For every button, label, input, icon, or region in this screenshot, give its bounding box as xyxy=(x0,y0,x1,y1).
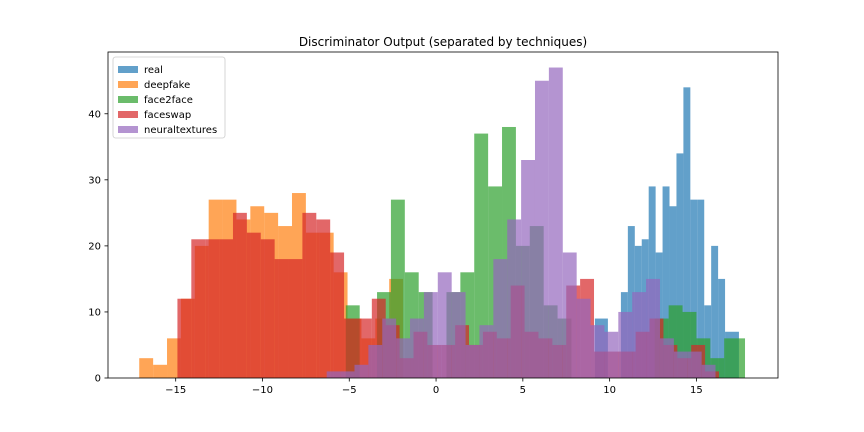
bar-real-14 xyxy=(711,245,719,378)
bar-real-15 xyxy=(718,278,726,378)
bar-neuraltextures-23 xyxy=(646,278,660,378)
bar-face2face-19 xyxy=(724,338,739,378)
bar-neuraltextures-17 xyxy=(562,252,577,378)
legend-swatch-neuraltextures xyxy=(118,126,138,133)
bar-faceswap-6 xyxy=(260,239,275,378)
bar-neuraltextures-12 xyxy=(493,259,508,378)
bar-neuraltextures-5 xyxy=(396,338,411,378)
y-tick-label: 10 xyxy=(88,307,101,318)
bar-faceswap-2 xyxy=(205,239,220,378)
bar-faceswap-3 xyxy=(219,239,233,378)
bar-neuraltextures-10 xyxy=(465,344,480,378)
plot-area xyxy=(107,51,779,379)
bar-neuraltextures-7 xyxy=(423,292,438,378)
legend-label-faceswap: faceswap xyxy=(144,110,191,121)
legend-label-neuraltextures: neuraltextures xyxy=(144,125,217,136)
bar-real-2 xyxy=(627,226,635,378)
y-tick-label: 0 xyxy=(95,374,101,385)
bar-neuraltextures-13 xyxy=(507,219,522,378)
bar-real-8 xyxy=(669,206,677,378)
bar-neuraltextures-25 xyxy=(673,351,688,378)
bar-neuraltextures-8 xyxy=(437,272,452,378)
y-tick-label: 40 xyxy=(88,109,101,120)
bar-faceswap-11 xyxy=(330,252,345,378)
legend-swatch-faceswap xyxy=(118,111,138,118)
x-tick-label: −5 xyxy=(342,385,357,396)
bar-neuraltextures-1 xyxy=(340,371,355,378)
bar-neuraltextures-16 xyxy=(548,67,563,379)
bar-faceswap-1 xyxy=(191,239,206,378)
bar-faceswap-12 xyxy=(344,318,358,378)
bar-neuraltextures-21 xyxy=(618,311,633,378)
legend: real deepfake face2face faceswap neuraltextu… xyxy=(112,56,226,139)
legend-frame xyxy=(112,56,226,139)
y-tick-label: 20 xyxy=(88,241,101,252)
x-tick-label: 5 xyxy=(520,385,526,396)
bar-neuraltextures-24 xyxy=(659,338,674,378)
bar-faceswap-8 xyxy=(288,259,303,378)
bar-deepfake-1 xyxy=(153,364,168,378)
legend-swatch-real xyxy=(118,66,138,73)
bar-faceswap-5 xyxy=(246,232,261,378)
legend-label-real: real xyxy=(144,65,163,76)
bar-neuraltextures-4 xyxy=(382,318,397,378)
bar-real-10 xyxy=(683,87,691,378)
bar-real-11 xyxy=(690,199,698,378)
bar-neuraltextures-26 xyxy=(687,351,702,378)
bar-faceswap-10 xyxy=(316,219,331,378)
legend-label-face2face: face2face xyxy=(144,95,193,106)
bar-neuraltextures-15 xyxy=(534,80,549,379)
bar-neuraltextures-6 xyxy=(410,318,424,378)
x-tick-label: 0 xyxy=(433,385,439,396)
y-tick-label: 30 xyxy=(88,175,101,186)
x-axis: −15 −10 −5 0 5 10 15 xyxy=(165,378,703,396)
x-tick-label: 10 xyxy=(603,385,616,396)
x-tick-label: −10 xyxy=(252,385,273,396)
bar-neuraltextures-14 xyxy=(521,160,535,378)
bar-face2face-20 xyxy=(738,338,746,378)
legend-swatch-face2face xyxy=(118,96,138,103)
bar-neuraltextures-9 xyxy=(451,292,466,378)
bar-neuraltextures-19 xyxy=(590,325,605,378)
bar-faceswap-9 xyxy=(302,212,317,378)
bar-neuraltextures-11 xyxy=(479,325,494,378)
bar-deepfake-0 xyxy=(139,358,154,378)
bar-neuraltextures-2 xyxy=(354,364,369,378)
bar-faceswap-0 xyxy=(177,298,192,378)
chart-title: Discriminator Output (separated by techn… xyxy=(299,35,587,49)
bar-neuraltextures-3 xyxy=(368,344,383,378)
bar-faceswap-7 xyxy=(274,259,289,378)
bar-neuraltextures-22 xyxy=(632,292,647,378)
legend-swatch-deepfake xyxy=(118,81,138,88)
legend-label-deepfake: deepfake xyxy=(144,80,190,91)
bar-neuraltextures-18 xyxy=(576,298,591,378)
plot-frame xyxy=(107,51,779,379)
bar-neuraltextures-20 xyxy=(604,331,619,378)
x-tick-label: −15 xyxy=(165,385,186,396)
bar-face2face-7 xyxy=(474,133,489,378)
bar-real-7 xyxy=(662,186,670,378)
bar-real-9 xyxy=(676,153,684,378)
bars-layer xyxy=(139,67,746,379)
bar-real-12 xyxy=(697,199,705,378)
bar-neuraltextures-0 xyxy=(326,371,341,378)
bar-neuraltextures-27 xyxy=(701,364,716,378)
x-tick-label: 15 xyxy=(690,385,703,396)
bar-faceswap-4 xyxy=(232,212,247,378)
y-axis: 0 10 20 30 40 xyxy=(88,109,108,385)
series-neuraltextures xyxy=(326,67,716,379)
